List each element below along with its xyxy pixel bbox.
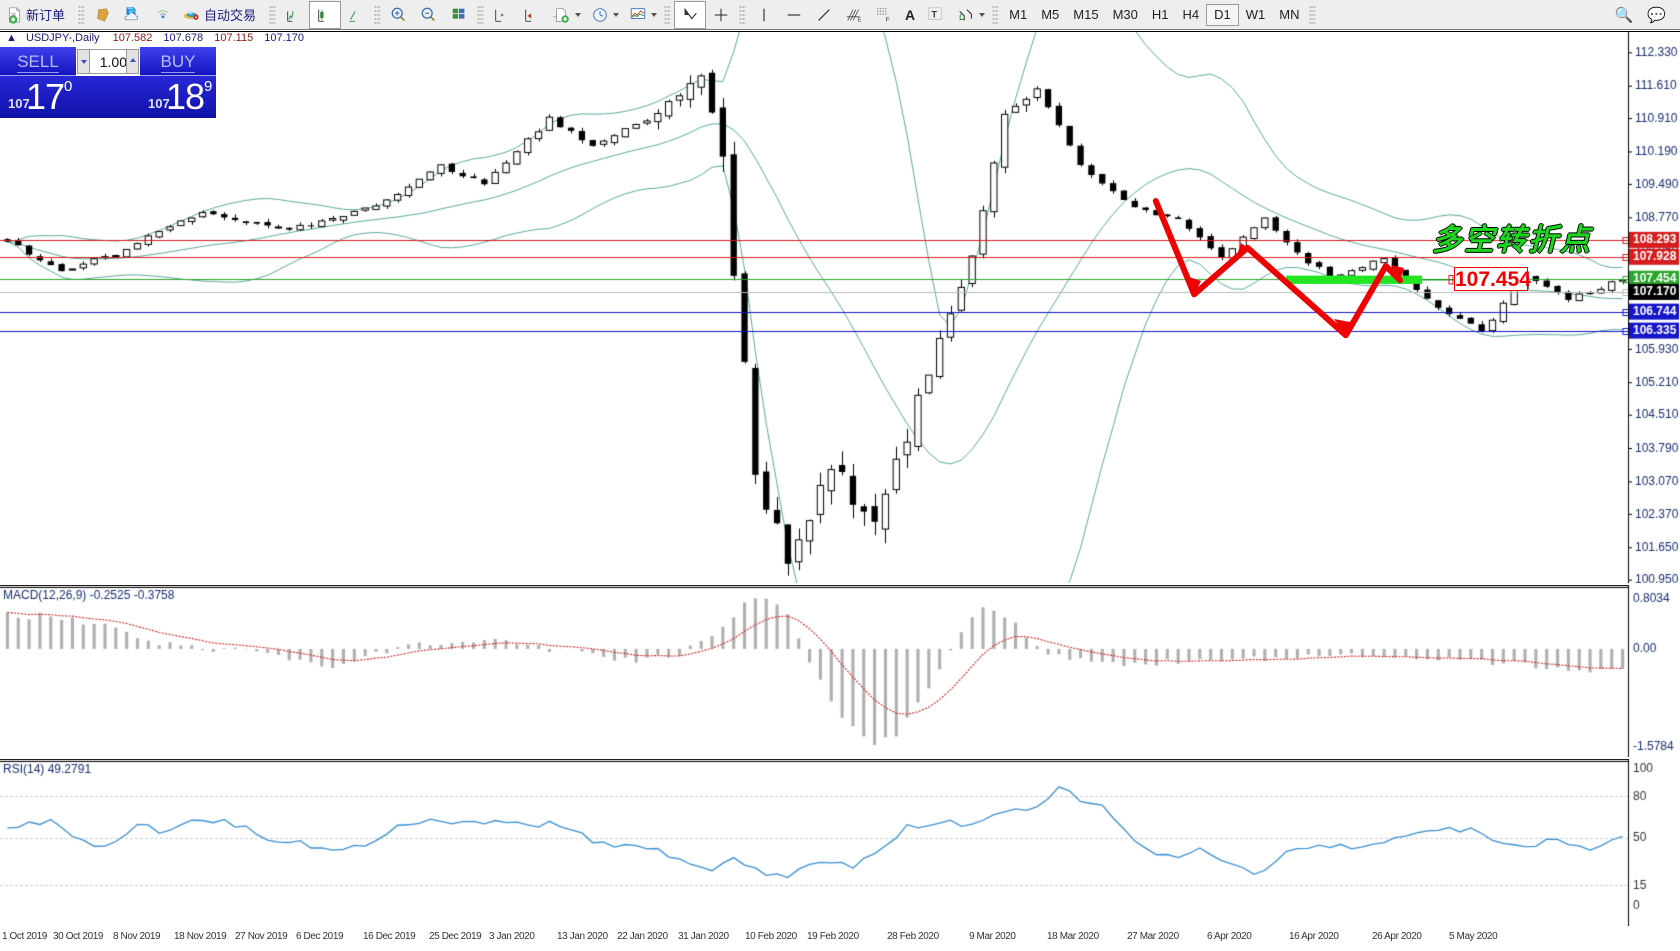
svg-text:E: E (858, 17, 862, 23)
svg-text:T: T (932, 9, 938, 19)
svg-text:F: F (886, 16, 890, 23)
